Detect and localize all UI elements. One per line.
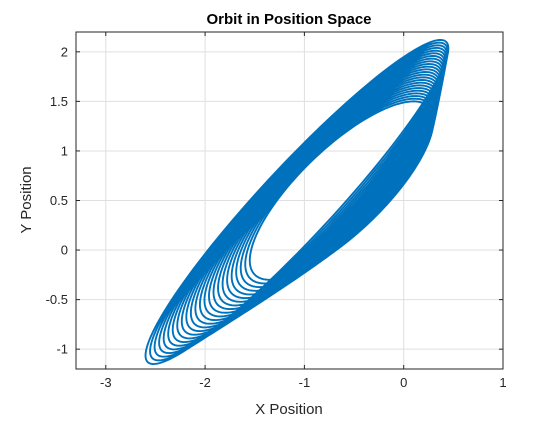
y-tick-label: 0.5 [50, 193, 68, 208]
chart-title: Orbit in Position Space [206, 11, 371, 28]
x-tick-label: -2 [199, 375, 211, 390]
x-axis-label: X Position [255, 401, 323, 418]
y-tick-label: -1 [56, 342, 68, 357]
x-tick-label: -3 [100, 375, 112, 390]
plot-lines [144, 38, 450, 365]
y-axis-label: Y Position [18, 166, 35, 233]
y-tick-labels: -1 -0.5 0 0.5 1 1.5 2 [46, 44, 68, 356]
y-tick-label: 1 [61, 143, 68, 158]
x-tick-labels: -3 -2 -1 0 1 [100, 375, 507, 390]
y-tick-label: 0 [61, 243, 68, 258]
tick-marks [76, 32, 504, 369]
orbit-trajectory [144, 38, 450, 365]
x-tick-label: -1 [299, 375, 311, 390]
y-tick-label: -0.5 [46, 292, 68, 307]
y-tick-label: 1.5 [50, 94, 68, 109]
x-tick-label: 1 [499, 375, 506, 390]
x-tick-label: 0 [400, 375, 407, 390]
y-tick-label: 2 [61, 44, 68, 59]
